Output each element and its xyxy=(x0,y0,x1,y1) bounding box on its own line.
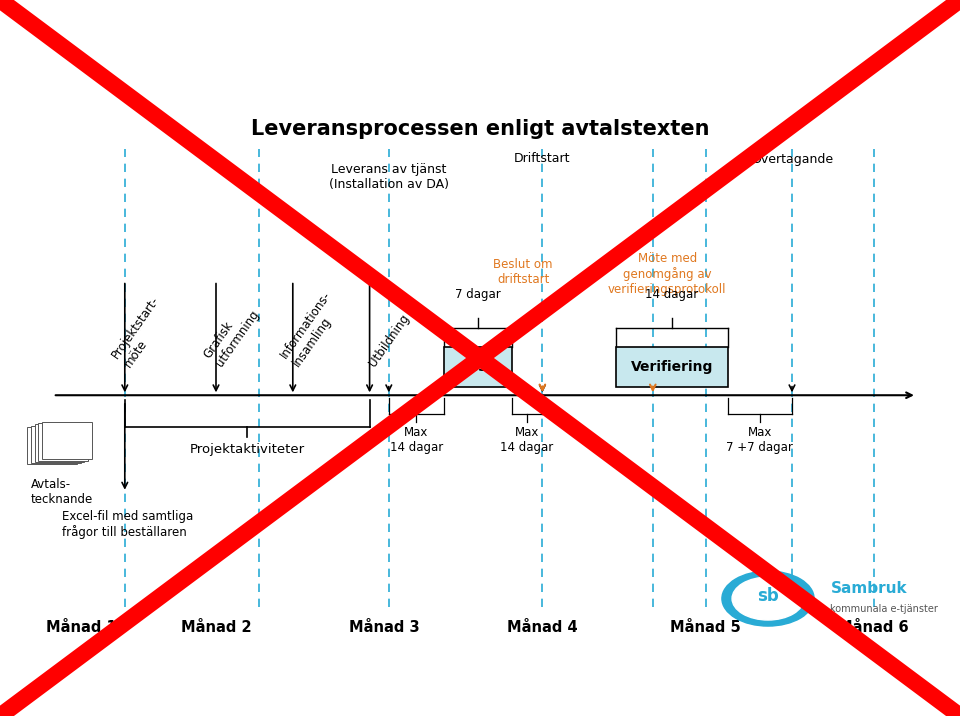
Text: Informations-
insamling: Informations- insamling xyxy=(277,289,346,369)
Text: 7 dagar: 7 dagar xyxy=(455,288,500,301)
Text: Ursprunglig: Ursprunglig xyxy=(795,36,933,56)
Text: Avropsavtal MedBorgarAssistent: Avropsavtal MedBorgarAssistent xyxy=(198,33,685,59)
Text: 14 dagar: 14 dagar xyxy=(645,288,699,301)
Text: Test: Test xyxy=(462,359,493,374)
Text: Övertagande: Övertagande xyxy=(751,152,833,166)
FancyBboxPatch shape xyxy=(616,347,728,387)
Text: Sambruk: Sambruk xyxy=(830,581,907,596)
Circle shape xyxy=(722,571,814,626)
FancyBboxPatch shape xyxy=(35,425,84,462)
Text: Avtals-
tecknande: Avtals- tecknande xyxy=(31,478,93,506)
Text: Gemensam plattform för kommunala e-tjänster: Gemensam plattform för kommunala e-tjäns… xyxy=(219,683,549,697)
Text: Max
14 dagar: Max 14 dagar xyxy=(390,426,443,454)
Text: Leverans av tjänst
(Installation av DA): Leverans av tjänst (Installation av DA) xyxy=(328,163,449,191)
Text: Månad 4: Månad 4 xyxy=(507,620,578,634)
Text: Beslut om
driftstart: Beslut om driftstart xyxy=(493,258,553,286)
Text: Utbildning: Utbildning xyxy=(367,312,412,369)
Text: Verifiering: Verifiering xyxy=(631,359,713,374)
Text: Projektstart-
möte: Projektstart- möte xyxy=(109,294,175,369)
FancyBboxPatch shape xyxy=(444,347,512,387)
Text: Leveransprocessen enligt avtalstexten: Leveransprocessen enligt avtalstexten xyxy=(251,119,709,139)
Text: www.sambruk.se: www.sambruk.se xyxy=(748,683,865,697)
Text: Månad 2: Månad 2 xyxy=(180,620,252,634)
Text: sb: sb xyxy=(757,586,779,605)
Text: Max
7 +7 dagar: Max 7 +7 dagar xyxy=(727,426,793,454)
FancyBboxPatch shape xyxy=(42,422,92,460)
FancyBboxPatch shape xyxy=(38,423,88,460)
Text: Grafisk
utformning: Grafisk utformning xyxy=(201,299,261,369)
FancyBboxPatch shape xyxy=(31,425,81,463)
Text: Månad 6: Månad 6 xyxy=(838,620,909,634)
Text: Driftstart: Driftstart xyxy=(515,152,570,165)
Text: Möte med
genomgång av
verifieringsprotokoll: Möte med genomgång av verifieringsprotok… xyxy=(608,252,727,296)
Text: Månad 5: Månad 5 xyxy=(670,620,741,634)
Text: Excel-fil med samtliga
frågor till beställaren: Excel-fil med samtliga frågor till bestä… xyxy=(62,510,194,539)
Text: Månad 3: Månad 3 xyxy=(348,620,420,634)
Text: Max
14 dagar: Max 14 dagar xyxy=(500,426,554,454)
FancyBboxPatch shape xyxy=(27,427,77,464)
Text: Projektaktiviteter: Projektaktiviteter xyxy=(190,442,304,456)
Text: kommunala e-tjänster: kommunala e-tjänster xyxy=(830,604,938,614)
Circle shape xyxy=(732,577,804,620)
Text: Månad 1: Månad 1 xyxy=(46,620,117,634)
